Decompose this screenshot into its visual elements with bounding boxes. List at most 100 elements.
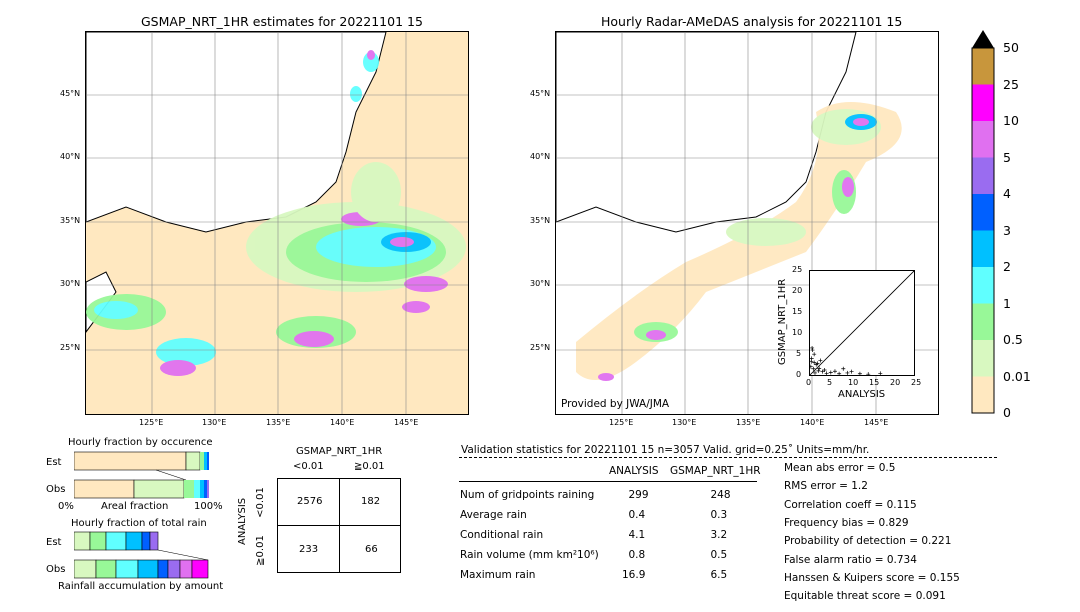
scatter-point [808, 364, 813, 369]
validation-row-gsmap: 0.5 [710, 549, 728, 561]
scatter-point [810, 348, 815, 353]
validation-header: Validation statistics for 20221101 15 n=… [461, 444, 870, 456]
validation-row-analysis: 4.1 [628, 529, 646, 541]
colorbar-tick-label: 50 [1003, 40, 1019, 55]
map0-lat-label: 45°N [60, 89, 81, 98]
colorbar-segment [972, 230, 994, 268]
colorbar-tick-label: 0 [1003, 405, 1011, 420]
contingency-row-2: ≧0.01 [254, 535, 266, 566]
scatter-point [816, 368, 821, 373]
validation-rule [459, 481, 757, 482]
scatter-xtick: 0 [806, 378, 812, 387]
total-footer: Rainfall accumulation by amount [58, 581, 224, 592]
left-map-canvas [86, 32, 468, 414]
scatter-ytick: 10 [792, 328, 803, 337]
validation-row-analysis: 0.8 [628, 549, 646, 561]
colorbar-tick-label: 25 [1003, 76, 1019, 92]
scatter-xtick: 5 [827, 378, 833, 387]
colorbar-segment [972, 267, 994, 304]
scatter-point [866, 372, 871, 377]
scatter-ylabel: GSMAP_NRT_1HR [777, 278, 788, 365]
validation-score: False alarm ratio = 0.734 [784, 553, 917, 566]
validation-row-gsmap: 6.5 [710, 569, 728, 581]
scatter-point [809, 356, 814, 361]
occurrence-bars [74, 451, 209, 499]
validation-row-label: Maximum rain [460, 569, 536, 581]
validation-score: Frequency bias = 0.829 [784, 516, 909, 529]
contingency-cell-b: 182 [361, 496, 381, 507]
scatter-point [857, 371, 862, 376]
map0-lon-label: 130°E [202, 418, 227, 427]
map1-lat-label: 35°N [530, 216, 551, 225]
map0-lon-label: 125°E [139, 418, 164, 427]
validation-score: Equitable threat score = 0.091 [784, 590, 946, 603]
scatter-point [818, 358, 823, 363]
scatter-point [820, 369, 825, 374]
left-map [85, 31, 469, 415]
contingency-row-1: <0.01 [254, 487, 266, 518]
validation-row-gsmap: 0.3 [710, 509, 728, 521]
colorbar-tick-label: 1 [1003, 295, 1011, 311]
scatter-xtick: 15 [869, 378, 880, 387]
scatter-point [810, 345, 815, 350]
validation-row-label: Rain volume (mm km²10⁶) [460, 549, 599, 561]
map1-lat-label: 45°N [530, 89, 551, 98]
occurrence-obs-label: Obs [46, 484, 66, 495]
colorbar-segment [972, 194, 994, 231]
occurrence-est-label: Est [46, 457, 62, 468]
total-obs-label: Obs [46, 564, 66, 575]
validation-header-rule [459, 457, 997, 458]
scatter-ytick: 20 [792, 286, 803, 295]
scatter-point [817, 366, 822, 371]
colorbar-tick-label: 2 [1003, 259, 1011, 274]
scatter-point [811, 366, 816, 371]
scatter-point [824, 371, 829, 376]
colorbar-tick-label: 0.01 [1003, 368, 1031, 384]
map1-lon-label: 130°E [672, 418, 697, 427]
left-map-title: GSMAP_NRT_1HR estimates for 20221101 15 [141, 14, 423, 29]
contingency-grid: 2576 182 233 66 [277, 478, 401, 573]
map1-lat-label: 30°N [530, 279, 551, 288]
map0-lat-label: 35°N [60, 216, 81, 225]
validation-score: Correlation coeff = 0.115 [784, 498, 917, 511]
scatter-point [837, 371, 842, 376]
validation-score: RMS error = 1.2 [784, 480, 868, 493]
scatter-ytick: 0 [796, 370, 802, 379]
map0-lat-label: 25°N [60, 343, 81, 352]
scatter-point [809, 359, 814, 364]
map0-lat-label: 30°N [60, 279, 81, 288]
map0-lon-label: 140°E [330, 418, 355, 427]
validation-row-label: Conditional rain [460, 529, 544, 541]
map1-lon-label: 125°E [609, 418, 634, 427]
map1-lon-label: 140°E [800, 418, 825, 427]
scatter-point [812, 360, 817, 365]
colorbar-segment [972, 48, 994, 85]
map0-lon-label: 135°E [266, 418, 291, 427]
colorbar-segment [972, 84, 994, 122]
scatter-xtick: 25 [911, 378, 922, 387]
scatter-point [841, 366, 846, 371]
contingency-cell-a: 2576 [297, 496, 323, 507]
scatter-point [822, 368, 827, 373]
right-map-title: Hourly Radar-AMeDAS analysis for 2022110… [601, 14, 903, 29]
colorbar-segment [972, 340, 994, 377]
validation-score: Probability of detection = 0.221 [784, 535, 952, 548]
validation-row-analysis: 16.9 [622, 569, 646, 581]
colorbar-tick-label: 10 [1003, 113, 1019, 128]
validation-col-gsmap: GSMAP_NRT_1HR [670, 465, 761, 477]
occurrence-title: Hourly fraction by occurence [68, 437, 213, 448]
map1-lat-label: 25°N [530, 343, 551, 352]
colorbar-tick-label: 0.5 [1003, 332, 1023, 347]
map0-lat-label: 40°N [60, 152, 81, 161]
scatter-point [812, 352, 817, 357]
scatter-point [812, 370, 817, 375]
scatter-point [828, 370, 833, 375]
validation-row-label: Num of gridpoints raining [460, 489, 595, 501]
colorbar-segment [972, 376, 994, 414]
map1-lat-label: 40°N [530, 152, 551, 161]
colorbar-segment [972, 303, 994, 341]
occurrence-axis-left: 0% [58, 501, 74, 512]
map1-lon-label: 135°E [736, 418, 761, 427]
scatter-diagonal [809, 270, 915, 376]
scatter-ytick: 15 [792, 307, 803, 316]
